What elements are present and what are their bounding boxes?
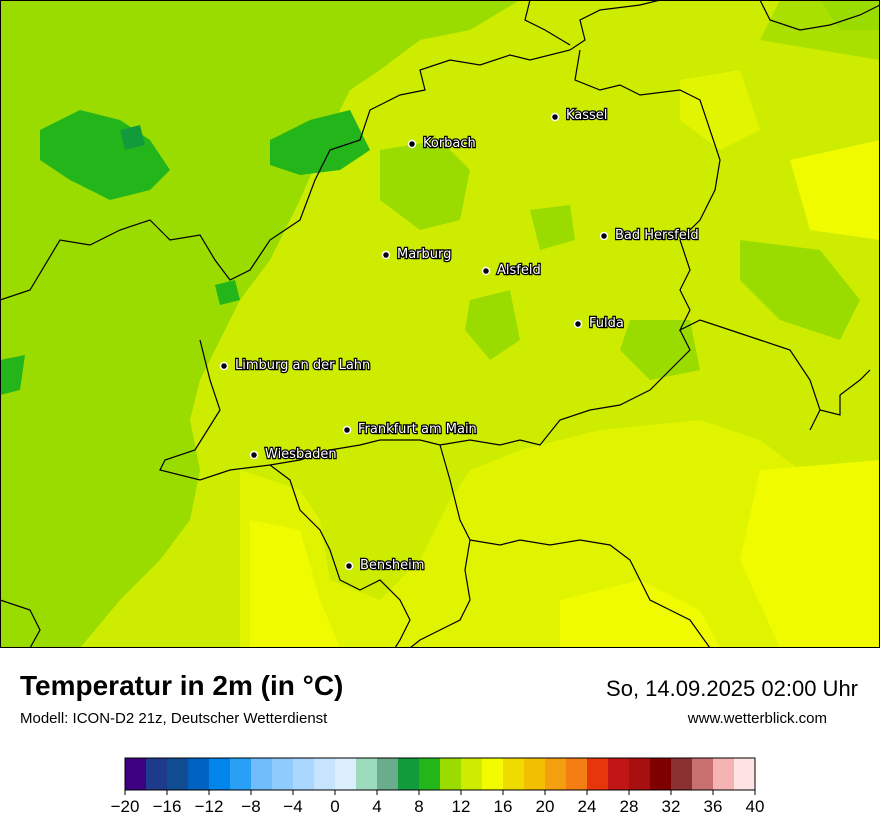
borders [0, 0, 880, 648]
legend-swatch [293, 758, 315, 790]
legend-ticks: −20 −16 −12 −8 −4 0 4 8 12 16 20 24 28 32 36 40 [111, 790, 765, 816]
legend-swatch [734, 758, 756, 790]
legend-swatch [629, 758, 651, 790]
map-title: Temperatur in 2m (in °C) [20, 670, 344, 701]
city-frankfurt-am-main: Frankfurt am Main [342, 421, 478, 438]
svg-text:Marburg: Marburg [397, 247, 451, 262]
legend-swatches [124, 757, 756, 791]
legend-swatch [272, 758, 294, 790]
city-wiesbaden: Wiesbaden [249, 446, 338, 463]
city-alsfeld: Alsfeld [481, 262, 542, 279]
svg-text:Wiesbaden: Wiesbaden [265, 447, 337, 462]
svg-text:Limburg an der Lahn: Limburg an der Lahn [235, 358, 370, 373]
legend-swatch [398, 758, 420, 790]
legend-tick-label: 0 [330, 797, 339, 816]
legend-swatch [146, 758, 168, 790]
legend-swatch [335, 758, 357, 790]
svg-text:Fulda: Fulda [589, 316, 624, 331]
footer: Temperatur in 2m (in °C) Modell: ICON-D2… [0, 648, 880, 830]
legend-swatch [356, 758, 378, 790]
forecast-datetime: So, 14.09.2025 02:00 Uhr [606, 676, 858, 701]
legend-tick-label: 4 [372, 797, 381, 816]
legend-tick-label: −20 [111, 797, 140, 816]
legend-swatch [692, 758, 714, 790]
legend-swatch [482, 758, 504, 790]
model-subtitle: Modell: ICON-D2 21z, Deutscher Wetterdie… [20, 710, 328, 727]
legend-border [124, 757, 756, 791]
svg-text:Bensheim: Bensheim [360, 558, 424, 573]
legend-swatch [167, 758, 189, 790]
warm-regions [240, 70, 880, 648]
svg-text:Frankfurt am Main: Frankfurt am Main [358, 422, 477, 437]
legend-tick-label: 16 [494, 797, 513, 816]
city-markers: Kassel Korbach Bad Hersfeld Marburg Alsf… [219, 107, 700, 574]
legend-swatch [230, 758, 252, 790]
city-bensheim: Bensheim [344, 557, 426, 574]
city-limburg-an-der-lahn: Limburg an der Lahn [219, 357, 372, 374]
legend-swatch [209, 758, 231, 790]
svg-text:Alsfeld: Alsfeld [497, 263, 541, 278]
legend-tick-label: 40 [746, 797, 765, 816]
legend-tick-label: 8 [414, 797, 423, 816]
legend-swatch [545, 758, 567, 790]
website-link[interactable]: www.wetterblick.com [687, 710, 827, 727]
legend-swatch [503, 758, 525, 790]
legend-swatch [314, 758, 336, 790]
legend-swatch [524, 758, 546, 790]
legend-swatch [650, 758, 672, 790]
svg-text:Bad Hersfeld: Bad Hersfeld [615, 228, 699, 243]
legend-swatch [713, 758, 735, 790]
city-bad-hersfeld: Bad Hersfeld [599, 227, 700, 244]
legend-swatch [377, 758, 399, 790]
legend-swatch [566, 758, 588, 790]
legend-swatch [188, 758, 210, 790]
legend-tick-label: 12 [452, 797, 471, 816]
legend-tick-label: −4 [283, 797, 302, 816]
legend-tick-label: 28 [620, 797, 639, 816]
legend-tick-label: 32 [662, 797, 681, 816]
legend-swatch [671, 758, 693, 790]
dark-green-regions [0, 110, 370, 395]
city-fulda: Fulda [573, 315, 625, 332]
legend-tick-label: −16 [153, 797, 182, 816]
svg-text:Kassel: Kassel [566, 108, 607, 123]
legend-swatch [125, 758, 147, 790]
legend-swatch [461, 758, 483, 790]
legend-tick-label: 24 [578, 797, 597, 816]
legend-tick-label: −8 [241, 797, 260, 816]
legend-swatch [440, 758, 462, 790]
legend-tick-label: 36 [704, 797, 723, 816]
legend-swatch [608, 758, 630, 790]
svg-text:Korbach: Korbach [423, 136, 476, 151]
legend-tick-label: −12 [195, 797, 224, 816]
legend-swatch [251, 758, 273, 790]
city-kassel: Kassel [550, 107, 609, 124]
legend-tick-label: 20 [536, 797, 555, 816]
legend-swatch [419, 758, 441, 790]
city-korbach: Korbach [407, 135, 477, 152]
temperature-map: Kassel Korbach Bad Hersfeld Marburg Alsf… [0, 0, 880, 648]
legend-swatch [587, 758, 609, 790]
city-marburg: Marburg [381, 246, 453, 263]
color-legend: −20 −16 −12 −8 −4 0 4 8 12 16 20 24 28 32 36 40 [111, 757, 765, 816]
